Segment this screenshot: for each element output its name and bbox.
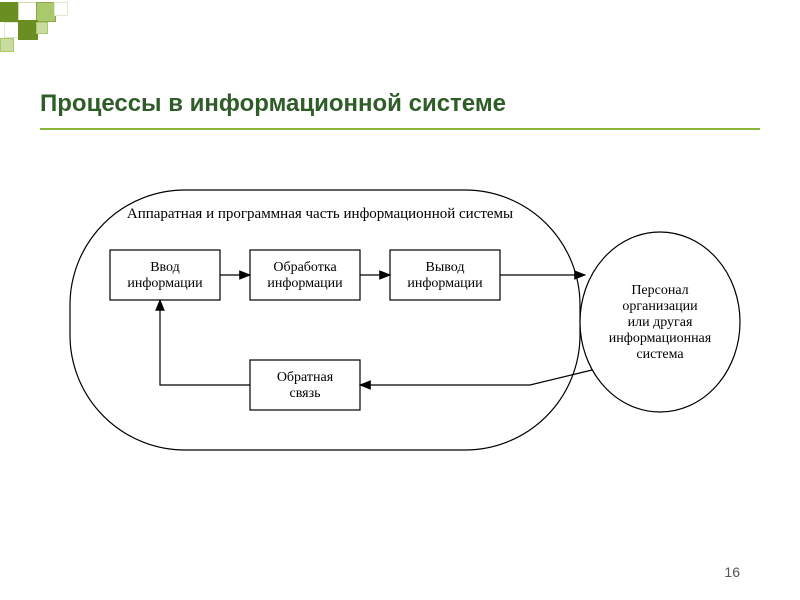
deco-square (18, 2, 38, 22)
deco-square (36, 22, 48, 34)
diagram-svg: Аппаратная и программная часть информаци… (50, 180, 750, 480)
diagram: Аппаратная и программная часть информаци… (50, 180, 750, 480)
node-label: Обратная (277, 370, 334, 385)
deco-square (18, 20, 38, 40)
page-number: 16 (724, 564, 740, 580)
node-label: или другая (628, 315, 693, 330)
deco-square (0, 38, 14, 52)
node-label: Обработка (273, 260, 337, 275)
node-label: информации (407, 276, 483, 291)
deco-square (36, 2, 56, 22)
slide: Процессы в информационной системе Аппара… (0, 0, 800, 600)
node-label: информационная (609, 331, 712, 346)
node-label: система (636, 347, 684, 362)
node-label: организации (622, 299, 698, 314)
container-label: Аппаратная и программная часть информаци… (127, 206, 513, 222)
title-underline (40, 128, 760, 130)
edge (360, 370, 592, 385)
node-label: информации (127, 276, 203, 291)
slide-title: Процессы в информационной системе (40, 90, 506, 118)
node-label: Вывод (426, 260, 465, 275)
node-label: Персонал (631, 283, 688, 298)
edge (160, 300, 250, 385)
node-label: информации (267, 276, 343, 291)
deco-square (54, 2, 68, 16)
node-label: связь (290, 386, 321, 401)
node-label: Ввод (150, 260, 180, 275)
deco-square (0, 2, 20, 22)
